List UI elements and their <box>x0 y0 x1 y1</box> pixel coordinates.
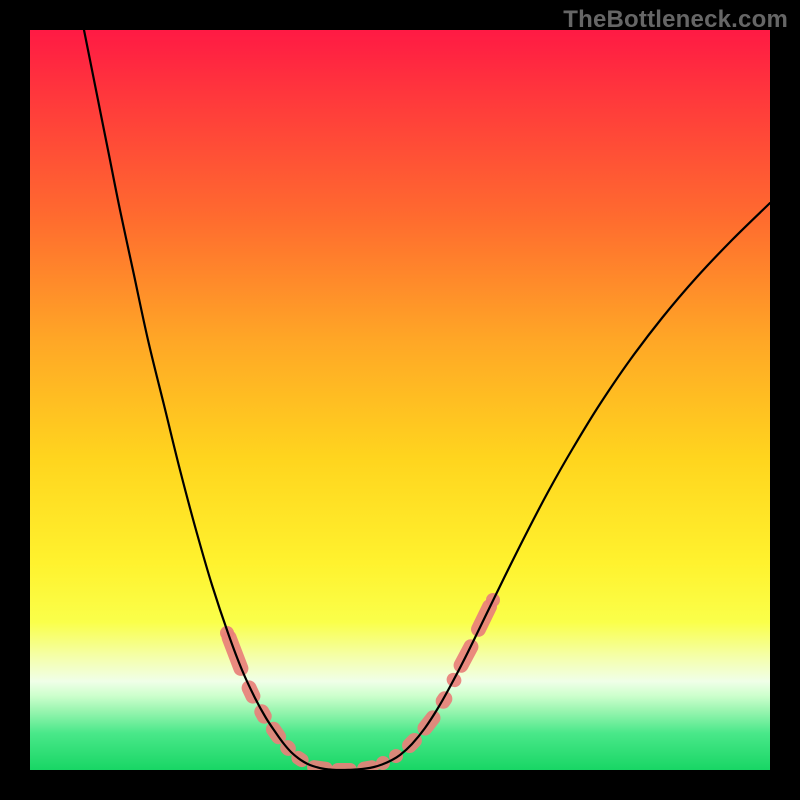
marker-segment <box>433 688 456 711</box>
curve-layer <box>30 30 770 770</box>
outer-frame: TheBottleneck.com <box>0 0 800 800</box>
watermark-text: TheBottleneck.com <box>563 6 788 34</box>
bottleneck-curve <box>84 30 770 770</box>
markers-group <box>219 593 500 770</box>
plot-area <box>30 30 770 770</box>
